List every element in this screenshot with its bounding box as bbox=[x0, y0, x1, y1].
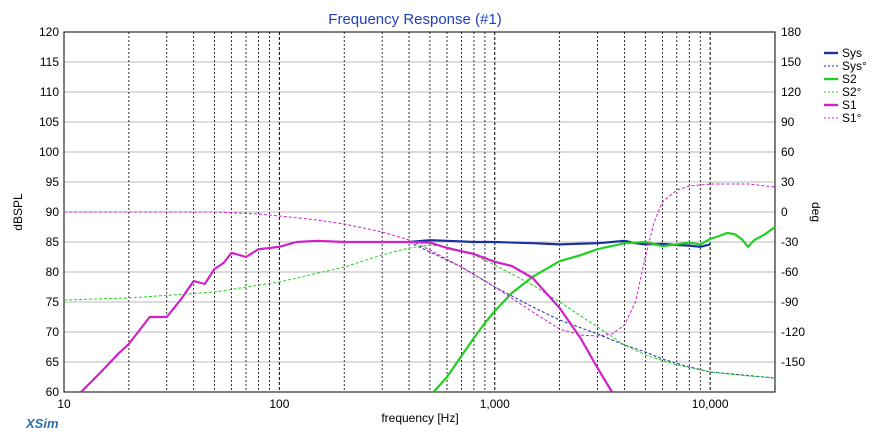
series-line-4 bbox=[80, 239, 613, 393]
y2-axis-ticks: -150 -120 -90 -60 -30 0 30 60 90 120 150 180 bbox=[781, 25, 805, 369]
legend-label-0: Sys bbox=[842, 46, 862, 60]
y-tick-label-2: 70 bbox=[46, 325, 60, 339]
y-tick-label-5: 85 bbox=[46, 235, 60, 249]
y-axis-ticks: 60 65 70 75 80 85 90 95 100 105 110 115 120 bbox=[39, 25, 59, 399]
y2-tick-label-2: -90 bbox=[781, 295, 799, 309]
x-tick-label-0: 10 bbox=[57, 397, 71, 411]
y-tick-label-0: 60 bbox=[46, 385, 60, 399]
legend-label-2: S2 bbox=[842, 72, 857, 86]
series-layer bbox=[63, 183, 776, 393]
y-tick-label-4: 80 bbox=[46, 265, 60, 279]
x-tick-label-1: 100 bbox=[269, 397, 289, 411]
y2-tick-label-6: 30 bbox=[781, 175, 795, 189]
y2-tick-label-10: 150 bbox=[781, 55, 801, 69]
y2-tick-label-9: 120 bbox=[781, 85, 801, 99]
legend-label-3: S2° bbox=[842, 85, 862, 99]
y-tick-label-1: 65 bbox=[46, 355, 60, 369]
series-line-5 bbox=[64, 183, 776, 337]
y-tick-label-12: 120 bbox=[39, 25, 59, 39]
chart-title: Frequency Response (#1) bbox=[328, 11, 501, 28]
x-tick-label-2: 1,000 bbox=[480, 397, 510, 411]
y-tick-label-7: 95 bbox=[46, 175, 60, 189]
y2-tick-label-5: 0 bbox=[781, 205, 788, 219]
y2-tick-label-0: -150 bbox=[781, 355, 805, 369]
x-axis-ticks: 10 100 1,000 10,000 bbox=[57, 397, 729, 411]
y-tick-label-6: 90 bbox=[46, 205, 60, 219]
x-axis-label: frequency [Hz] bbox=[381, 411, 458, 425]
legend-label-4: S1 bbox=[842, 98, 857, 112]
y2-axis-label: deg bbox=[809, 202, 823, 222]
y-tick-label-8: 100 bbox=[39, 145, 59, 159]
legend-label-1: Sys° bbox=[842, 59, 867, 73]
brand-logo: XSim bbox=[25, 416, 59, 431]
x-tick-label-3: 10,000 bbox=[692, 397, 729, 411]
series-line-2 bbox=[432, 226, 776, 393]
series-line-3 bbox=[63, 244, 776, 379]
y-tick-label-11: 115 bbox=[40, 55, 59, 69]
y-tick-label-9: 105 bbox=[39, 115, 59, 129]
y2-tick-label-1: -120 bbox=[781, 325, 805, 339]
series-line-0 bbox=[409, 239, 711, 248]
y-tick-label-10: 110 bbox=[40, 85, 59, 99]
y2-tick-label-3: -60 bbox=[781, 265, 799, 279]
y-tick-label-3: 75 bbox=[46, 295, 60, 309]
y2-tick-label-4: -30 bbox=[781, 235, 799, 249]
y2-tick-label-11: 180 bbox=[781, 25, 801, 39]
y2-tick-label-8: 90 bbox=[781, 115, 795, 129]
y-axis-label: dBSPL bbox=[11, 193, 25, 231]
legend-label-5: S1° bbox=[842, 111, 862, 125]
y2-tick-label-7: 60 bbox=[781, 145, 795, 159]
